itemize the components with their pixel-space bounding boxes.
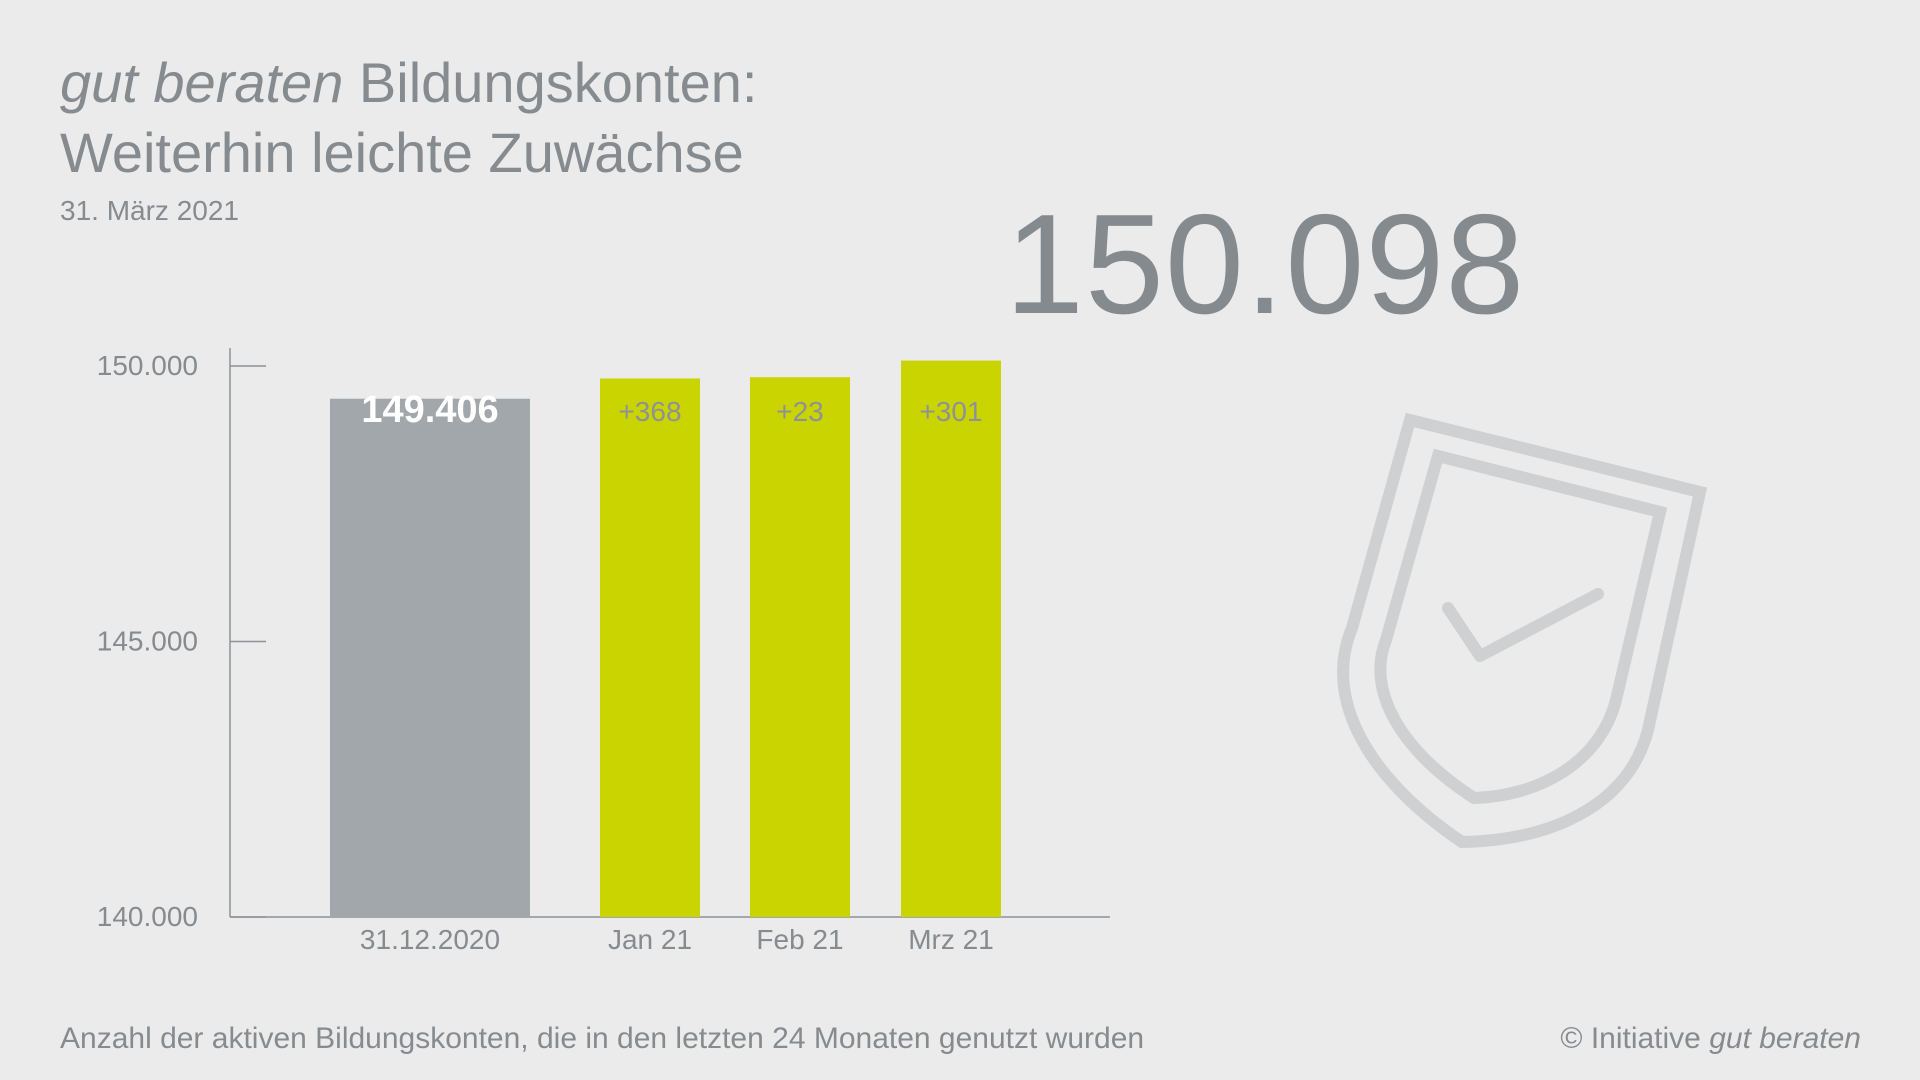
shield-outer-outline (1337, 412, 1708, 849)
title-rest: Bildungskonten: (343, 51, 758, 114)
shield-check-icon (1337, 412, 1708, 849)
bar (901, 360, 1001, 917)
bar (600, 378, 700, 917)
data-label: +23 (776, 396, 824, 427)
x-tick-label: Feb 21 (756, 924, 843, 955)
x-tick-label: 31.12.2020 (360, 924, 500, 955)
chart-labels: 149.406 31.12.2020 +368 Jan 21 +23 Feb 21 +301… (360, 389, 994, 955)
title-line2: Weiterhin leichte Zuwächse (60, 121, 744, 184)
page-title: gut beraten Bildungskonten: Weiterhin le… (60, 48, 757, 188)
data-label: +301 (919, 396, 982, 427)
x-tick-label: Jan 21 (608, 924, 692, 955)
copyright-brand: gut beraten (1709, 1022, 1861, 1055)
total-count: 150.098 (1005, 185, 1526, 344)
footnote: Anzahl der aktiven Bildungskonten, die i… (60, 1022, 1145, 1055)
date-label: 31. März 2021 (60, 195, 239, 226)
copyright-prefix: © Initiative (1560, 1022, 1710, 1055)
y-tick-label: 145.000 (97, 626, 198, 657)
y-tick-label: 140.000 (97, 901, 198, 932)
x-tick-label: Mrz 21 (908, 924, 994, 955)
data-label: 149.406 (361, 389, 498, 431)
bar (330, 398, 530, 918)
y-tick-label: 150.000 (97, 350, 198, 381)
data-label: +368 (618, 396, 681, 427)
title-brand: gut beraten (60, 51, 344, 114)
copyright: © Initiative gut beraten (1560, 1022, 1861, 1056)
chart-bars (330, 360, 1001, 918)
check-mark-icon (1442, 588, 1604, 662)
bar (750, 377, 850, 917)
shield-inner-outline (1374, 448, 1668, 805)
